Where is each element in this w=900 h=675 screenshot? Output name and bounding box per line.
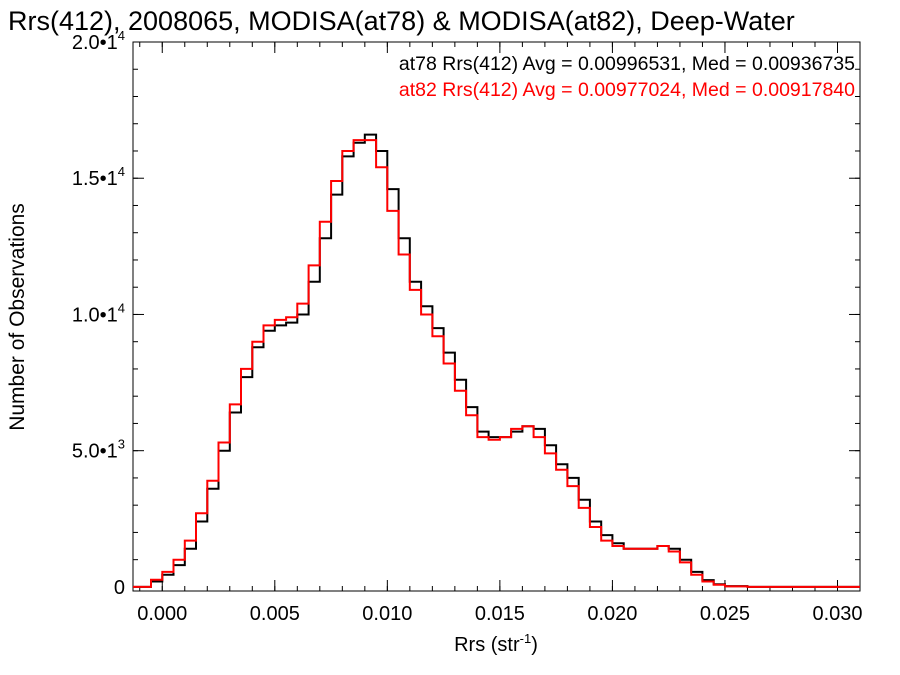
y-tick-label: 1.0•14 — [72, 300, 125, 326]
x-axis-label-superscript: -1 — [520, 631, 532, 646]
x-axis-label-close: ) — [531, 634, 538, 656]
x-tick-label: 0.000 — [137, 603, 187, 625]
x-tick-label: 0.010 — [362, 603, 412, 625]
y-tick-label: 5.0•13 — [72, 437, 125, 463]
axis-tick-labels: 0.000 0.005 0.010 0.015 0.020 0.025 0.030 0 5.0•… — [72, 28, 863, 625]
series-line-at82 — [133, 139, 860, 588]
axis-ticks — [133, 41, 861, 591]
x-tick-label: 0.020 — [587, 603, 637, 625]
x-tick-label: 0.025 — [700, 603, 750, 625]
x-axis-label: Rrs (str-1) — [454, 631, 538, 656]
series-lines — [133, 133, 860, 588]
chart-title: Rrs(412), 2008065, MODISA(at78) & MODISA… — [8, 6, 795, 36]
annotation-at82-stats: at82 Rrs(412) Avg = 0.00977024, Med = 0.… — [399, 79, 855, 101]
y-tick-label: 2.0•14 — [72, 28, 125, 54]
y-tick-label: 0 — [114, 577, 125, 599]
y-axis-label: Number of Observations — [6, 203, 29, 431]
x-axis-label-main: Rrs (str — [454, 634, 520, 656]
annotation-at78-stats: at78 Rrs(412) Avg = 0.00996531, Med = 0.… — [399, 53, 855, 75]
x-tick-label: 0.005 — [250, 603, 300, 625]
plot-border — [132, 41, 861, 592]
y-tick-label: 1.5•14 — [72, 164, 125, 190]
series-line-at78 — [133, 133, 860, 588]
x-tick-label: 0.030 — [812, 603, 862, 625]
plot-frame — [132, 41, 861, 592]
x-tick-label: 0.015 — [475, 603, 525, 625]
